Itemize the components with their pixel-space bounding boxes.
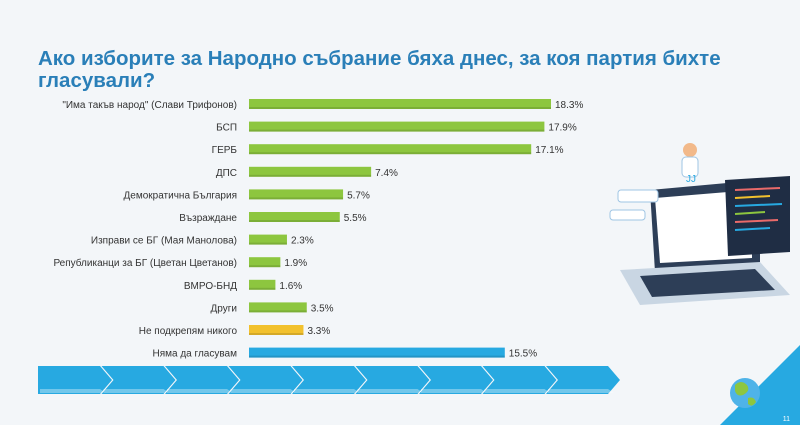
bar xyxy=(249,212,340,222)
value-label: 17.1% xyxy=(535,145,563,156)
bars-layer: "Има такъв народ" (Слави Трифонов) 18.3% Б… xyxy=(53,99,583,360)
bar-shadow xyxy=(249,197,344,200)
page-number: 11 xyxy=(782,416,790,423)
chevron-arrow xyxy=(101,366,176,394)
category-label: Републиканци за БГ (Цветан Цветанов) xyxy=(53,257,237,269)
svg-text:JJ: JJ xyxy=(686,174,696,185)
category-label: ВМРО-БНД xyxy=(184,281,237,292)
chevron-highlight xyxy=(548,389,614,393)
bar xyxy=(249,347,505,358)
bar xyxy=(249,279,276,290)
chevron-arrow xyxy=(165,366,239,394)
chevron-highlight xyxy=(484,389,551,393)
bar-shadow xyxy=(249,107,551,109)
value-label: 15.5% xyxy=(509,349,537,360)
bar-shadow xyxy=(249,152,532,155)
bar xyxy=(249,166,372,177)
value-label: 5.5% xyxy=(344,213,367,224)
bar xyxy=(249,234,287,245)
value-label: 2.3% xyxy=(291,236,314,247)
laptop-illustration: JJ xyxy=(609,143,790,305)
chevron-highlight xyxy=(40,389,106,393)
chevron-highlight xyxy=(230,389,297,393)
value-label: 1.6% xyxy=(279,281,302,292)
chevron-arrow xyxy=(228,366,303,394)
chevron-arrow xyxy=(546,366,620,394)
chevron-arrow xyxy=(355,366,430,394)
chart-title: Ако изборите за Народно събрание бяха дн… xyxy=(38,47,721,92)
chevron-arrows-row xyxy=(38,366,620,394)
bar-shadow xyxy=(249,310,307,313)
chevron-highlight xyxy=(357,389,424,393)
bar xyxy=(249,121,545,132)
bar-shadow xyxy=(249,333,304,335)
bar xyxy=(249,99,551,109)
value-label: 7.4% xyxy=(375,168,398,179)
chevron-highlight xyxy=(167,389,233,393)
globe-illustration xyxy=(720,345,800,425)
value-label: 3.5% xyxy=(311,303,334,314)
chevron-highlight xyxy=(103,389,170,393)
bar-shadow xyxy=(249,220,340,222)
chevron-highlight xyxy=(294,389,360,393)
chevron-arrow xyxy=(38,366,112,394)
bar xyxy=(249,144,532,155)
bar-shadow xyxy=(249,129,545,132)
value-label: 1.9% xyxy=(284,258,307,269)
bar-shadow xyxy=(249,242,287,245)
category-label: БСП xyxy=(216,123,237,134)
bar xyxy=(249,325,304,335)
value-label: 5.7% xyxy=(347,190,370,201)
bar-shadow xyxy=(249,265,281,268)
value-label: 3.3% xyxy=(307,326,330,337)
chevron-arrow xyxy=(292,366,366,394)
value-label: 18.3% xyxy=(555,100,583,111)
bar xyxy=(249,302,307,313)
bar xyxy=(249,257,281,268)
bar-shadow xyxy=(249,355,505,358)
category-label: Не подкрепям никого xyxy=(139,326,238,337)
category-label: Възраждане xyxy=(179,213,237,224)
category-label: Други xyxy=(211,303,237,314)
category-label: ГЕРБ xyxy=(212,145,238,156)
bar-shadow xyxy=(249,287,276,290)
value-label: 17.9% xyxy=(548,123,576,134)
chevron-highlight xyxy=(421,389,487,393)
bar-shadow xyxy=(249,174,372,177)
category-label: Демократична България xyxy=(124,190,238,201)
category-label: "Има такъв народ" (Слави Трифонов) xyxy=(62,99,237,111)
bar xyxy=(249,189,344,200)
chevron-arrow xyxy=(482,366,557,394)
chevron-arrow xyxy=(419,366,493,394)
category-label: Няма да гласувам xyxy=(153,349,238,360)
category-label: ДПС xyxy=(216,168,237,179)
category-label: Изправи се БГ (Мая Манолова) xyxy=(91,236,237,247)
